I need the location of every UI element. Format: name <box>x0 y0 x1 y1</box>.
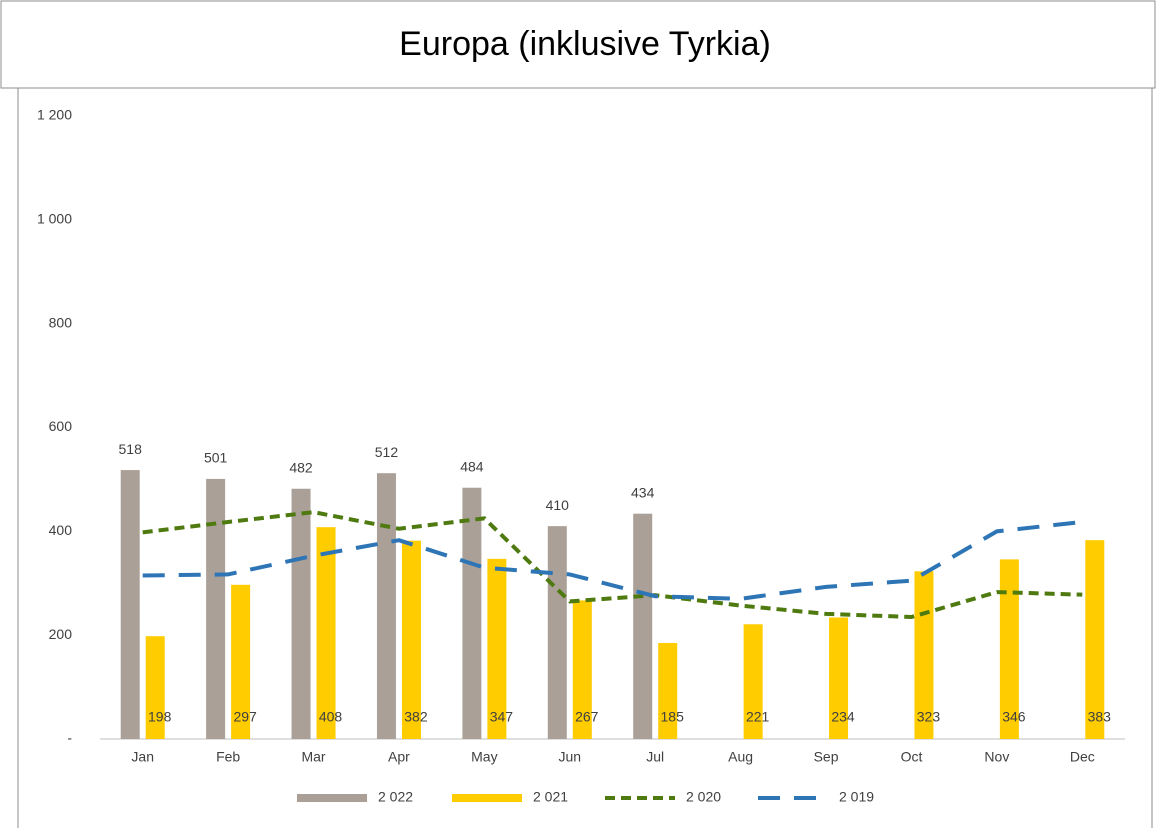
bar <box>829 617 849 739</box>
bar <box>145 636 165 739</box>
y-tick-label: 600 <box>49 418 73 434</box>
x-tick-label: Oct <box>901 749 923 765</box>
x-tick-label: Nov <box>984 749 1009 765</box>
bar <box>231 584 251 739</box>
data-label: 346 <box>1002 709 1026 725</box>
bar <box>999 559 1019 739</box>
y-tick-label: - <box>67 730 72 746</box>
legend-swatch <box>297 794 367 802</box>
data-label: 297 <box>233 709 257 725</box>
bar <box>291 488 311 739</box>
x-tick-label: Apr <box>388 749 410 765</box>
legend-swatch <box>452 794 522 802</box>
legend-label: 2 020 <box>686 789 721 805</box>
legend-label: 2 019 <box>839 789 874 805</box>
data-label: 383 <box>1088 709 1112 725</box>
x-tick-label: Mar <box>301 749 325 765</box>
bar <box>633 513 653 739</box>
x-tick-label: Jul <box>646 749 664 765</box>
title-box <box>0 0 1156 89</box>
x-tick-label: Jun <box>559 749 582 765</box>
data-label: 518 <box>119 441 143 457</box>
data-label: 185 <box>661 709 685 725</box>
bar <box>743 624 763 739</box>
y-tick-label: 200 <box>49 626 73 642</box>
legend-label: 2 022 <box>378 789 413 805</box>
y-tick-label: 800 <box>49 314 73 330</box>
data-label: 512 <box>375 444 399 460</box>
bar <box>206 478 226 739</box>
bar <box>316 527 336 739</box>
bar <box>120 470 140 739</box>
data-label: 234 <box>831 709 855 725</box>
y-tick-label: 400 <box>49 522 73 538</box>
data-label: 198 <box>148 709 172 725</box>
data-label: 382 <box>404 709 428 725</box>
line <box>142 520 1083 601</box>
x-tick-label: Feb <box>216 749 240 765</box>
bar <box>401 540 421 739</box>
line <box>142 510 1083 620</box>
legend-label: 2 021 <box>533 789 568 805</box>
data-label: 434 <box>631 484 655 500</box>
data-label: 484 <box>460 458 484 474</box>
y-tick-label: 1 200 <box>37 107 72 123</box>
bar <box>658 642 678 739</box>
bar <box>376 473 396 739</box>
data-label: 267 <box>575 709 599 725</box>
data-label: 410 <box>546 497 570 513</box>
data-label: 408 <box>319 709 343 725</box>
x-tick-label: Dec <box>1070 749 1095 765</box>
x-tick-label: Jan <box>131 749 154 765</box>
data-label: 323 <box>917 709 941 725</box>
chart-title: Europa (inklusive Tyrkia) <box>399 25 771 63</box>
x-tick-label: Aug <box>728 749 753 765</box>
data-label: 221 <box>746 709 770 725</box>
y-tick-label: 1 000 <box>37 211 72 227</box>
data-label: 501 <box>204 450 228 466</box>
x-tick-label: Sep <box>814 749 839 765</box>
bar <box>1085 540 1105 739</box>
bar <box>462 487 482 739</box>
bar <box>487 558 507 739</box>
bar <box>547 526 567 739</box>
bar <box>572 600 592 739</box>
x-tick-label: May <box>471 749 497 765</box>
data-label: 482 <box>289 459 313 475</box>
data-label: 347 <box>490 709 514 725</box>
